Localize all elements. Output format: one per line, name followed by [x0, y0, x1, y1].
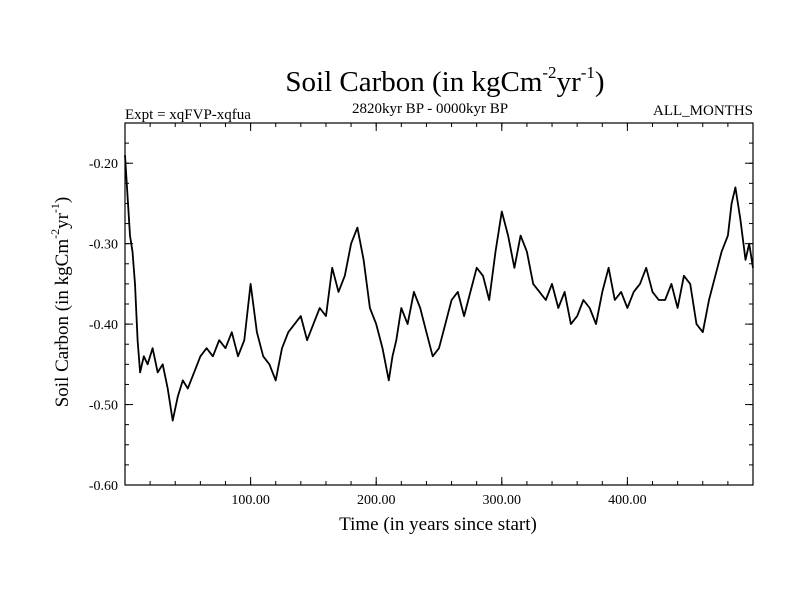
subtitle-center: 2820kyr BP - 0000kyr BP — [352, 101, 508, 117]
x-tick-label: 100.00 — [231, 493, 270, 508]
x-axis-label: Time (in years since start) — [339, 514, 537, 535]
chart-title: Soil Carbon (in kgCm-2yr-1) — [285, 63, 604, 98]
x-tick-label: 200.00 — [357, 493, 396, 508]
x-tick-label: 400.00 — [608, 493, 647, 508]
y-tick-label: -0.60 — [89, 479, 118, 494]
y-axis-label: Soil Carbon (in kgCm-2yr-1) — [48, 197, 73, 408]
axis-ticks — [125, 123, 753, 486]
y-tick-label: -0.40 — [89, 318, 118, 333]
y-tick-label: -0.30 — [89, 238, 118, 253]
subtitle-right: ALL_MONTHS — [653, 103, 753, 119]
plot-frame — [124, 122, 754, 486]
x-tick-label: 300.00 — [483, 493, 522, 508]
tick-labels: 100.00 200.00 300.00 400.00 -0.60 -0.50 -0.40 -… — [89, 157, 647, 508]
subtitle-left: Expt = xqFVP-xqfua — [125, 107, 251, 123]
series-line-soil-carbon — [124, 155, 754, 422]
y-tick-label: -0.50 — [89, 399, 118, 414]
y-tick-label: -0.20 — [89, 157, 118, 172]
